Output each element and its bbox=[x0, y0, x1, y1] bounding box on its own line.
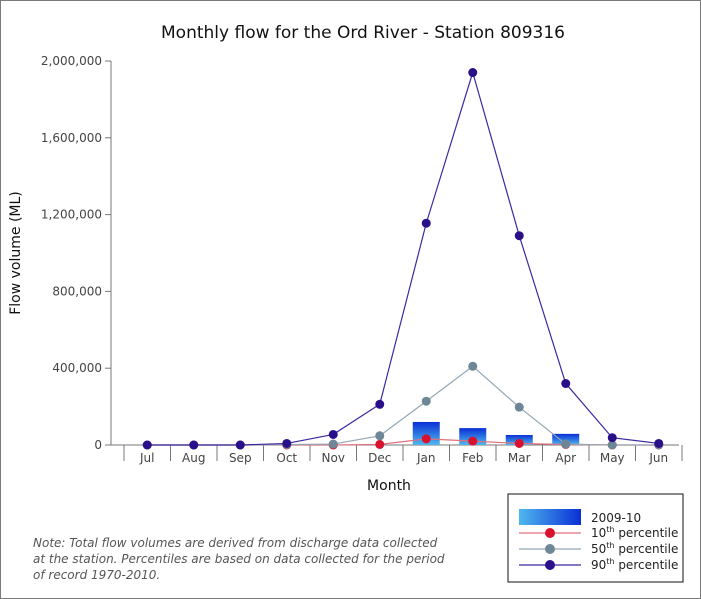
x-tick-label: Aug bbox=[182, 451, 205, 465]
point-10-feb bbox=[468, 436, 478, 446]
point-90-mar bbox=[514, 231, 524, 241]
point-90-aug bbox=[189, 440, 199, 450]
legend-box bbox=[507, 493, 684, 583]
point-90-jan bbox=[421, 218, 431, 228]
point-10-dec bbox=[375, 439, 385, 449]
x-tick-label: Dec bbox=[368, 451, 391, 465]
y-axis: 0 400,000 800,000 1,200,000 1,600,000 2,000,0… bbox=[41, 54, 112, 452]
point-50-may bbox=[607, 440, 617, 450]
note-line-1: Note: Total flow volumes are derived fro… bbox=[33, 536, 438, 550]
y-tick-label: 1,600,000 bbox=[41, 131, 102, 145]
point-50-apr bbox=[561, 439, 571, 449]
point-90-sep bbox=[235, 440, 245, 450]
note-line-3: of record 1970-2010. bbox=[33, 568, 160, 582]
lines-layer bbox=[142, 68, 664, 450]
legend-swatch-bars bbox=[519, 509, 581, 525]
x-tick-label: Nov bbox=[322, 451, 345, 465]
y-tick-label: 2,000,000 bbox=[41, 54, 102, 68]
point-50-jan bbox=[421, 396, 431, 406]
point-90-apr bbox=[561, 379, 571, 389]
series-line-90 bbox=[147, 70, 659, 446]
point-10-jan bbox=[421, 434, 431, 444]
y-tick-label: 800,000 bbox=[52, 284, 102, 298]
legend-label-bars: 2009-10 bbox=[591, 511, 641, 525]
point-50-nov bbox=[328, 439, 338, 449]
point-90-jun bbox=[654, 438, 664, 448]
x-axis-label: Month bbox=[367, 478, 411, 494]
legend-marker-50 bbox=[545, 544, 555, 554]
point-90-jul bbox=[142, 440, 152, 450]
note: Note: Total flow volumes are derived fro… bbox=[33, 536, 445, 582]
point-90-feb bbox=[468, 68, 478, 78]
legend-label-10: 10th percentile bbox=[591, 525, 678, 540]
x-tick-label: Jun bbox=[648, 451, 668, 465]
point-50-dec bbox=[375, 431, 385, 441]
legend-label-50: 50th percentile bbox=[591, 541, 678, 556]
bar-apr bbox=[552, 433, 580, 445]
y-tick-label: 400,000 bbox=[52, 361, 102, 375]
x-tick-label: Feb bbox=[462, 451, 483, 465]
point-90-nov bbox=[328, 429, 338, 439]
series-line-50 bbox=[147, 365, 659, 446]
y-tick-label: 0 bbox=[94, 438, 102, 452]
x-tick-label: Jan bbox=[416, 451, 436, 465]
legend-marker-10 bbox=[545, 528, 555, 538]
point-90-oct bbox=[282, 438, 292, 448]
legend-label-90: 90th percentile bbox=[591, 557, 678, 572]
x-tick-label: Sep bbox=[229, 451, 252, 465]
bars-layer bbox=[412, 421, 580, 445]
chart-title: Monthly flow for the Ord River - Station… bbox=[161, 23, 565, 43]
note-line-2: at the station. Percentiles are based on… bbox=[33, 552, 445, 566]
x-tick-label: Oct bbox=[276, 451, 297, 465]
y-tick-label: 1,200,000 bbox=[41, 208, 102, 222]
point-90-dec bbox=[375, 399, 385, 409]
x-tick-label: May bbox=[600, 451, 625, 465]
x-axis: Jul Aug Sep Oct Nov Dec Jan Feb Mar Apr May Jun bbox=[111, 444, 683, 465]
x-tick-label: Jul bbox=[139, 451, 154, 465]
point-50-feb bbox=[468, 361, 478, 371]
point-90-may bbox=[607, 433, 617, 443]
y-axis-label: Flow volume (ML) bbox=[8, 191, 24, 315]
point-10-mar bbox=[514, 438, 524, 448]
x-tick-label: Apr bbox=[555, 451, 576, 465]
x-tick-label: Mar bbox=[508, 451, 531, 465]
legend-marker-90 bbox=[545, 560, 555, 570]
point-50-mar bbox=[514, 402, 524, 412]
